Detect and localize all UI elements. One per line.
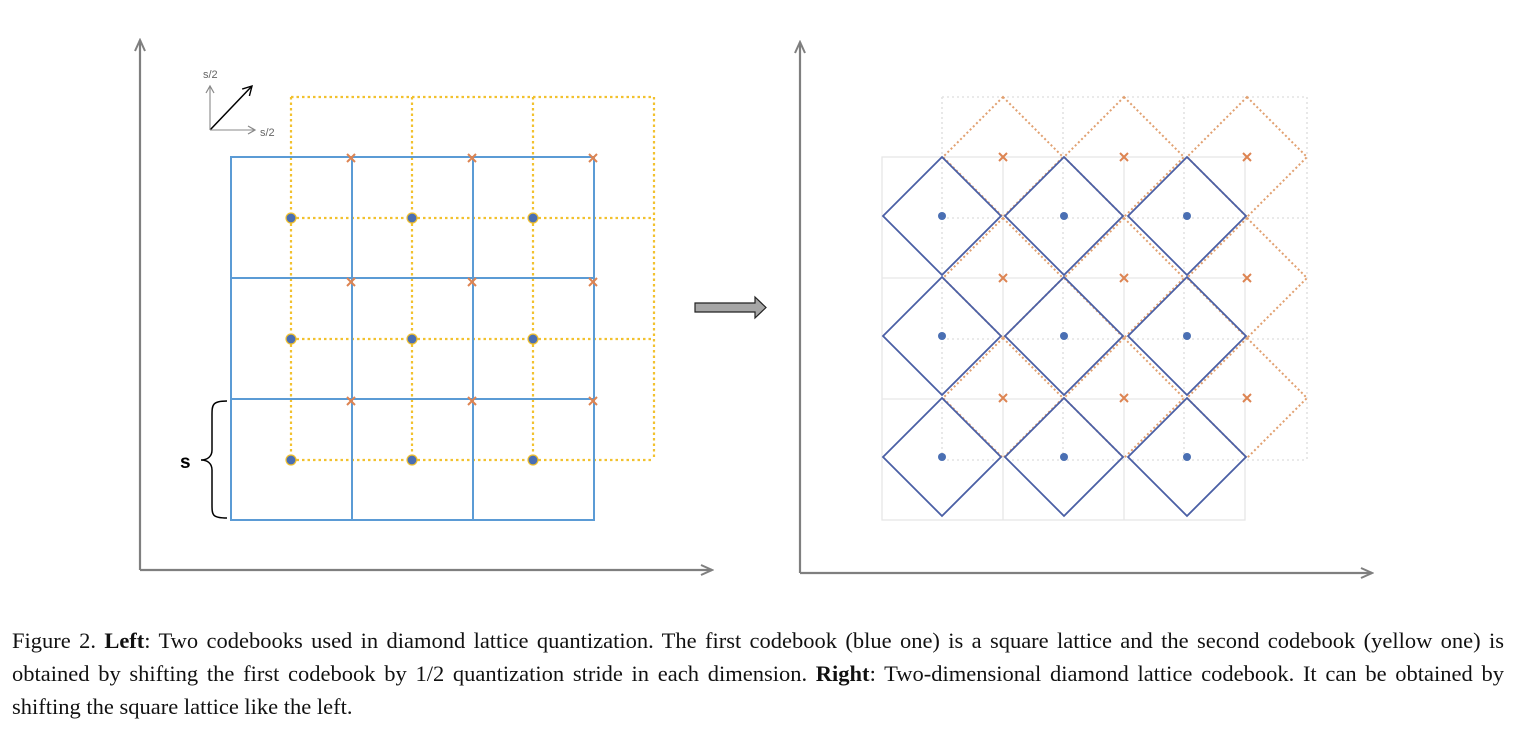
- lattice-point: [1183, 212, 1191, 220]
- cross-marker: [998, 273, 1008, 283]
- figure-caption: Figure 2. Left: Two codebooks used in di…: [12, 624, 1504, 723]
- blue-diamond: [881, 396, 1003, 518]
- cross-marker: [1242, 393, 1252, 403]
- lattice-point: [285, 454, 297, 466]
- cross-marker: [588, 396, 598, 406]
- cross-marker: [588, 153, 598, 163]
- lattice-point: [1060, 212, 1068, 220]
- half-stride-label-x: s/2: [260, 127, 275, 139]
- blue-codebook-grid: [230, 156, 595, 521]
- cross-marker: [1119, 393, 1129, 403]
- lattice-point: [938, 453, 946, 461]
- half-stride-legend: s/2 s/2: [203, 69, 275, 139]
- right-blue-points: [938, 212, 1191, 461]
- left-orange-crosses: [346, 153, 598, 406]
- stride-brace: s: [180, 400, 228, 519]
- cross-marker: [998, 393, 1008, 403]
- left-blue-points: [285, 212, 539, 466]
- lattice-point: [527, 454, 539, 466]
- cross-marker: [1119, 152, 1129, 162]
- lattice-point: [1183, 453, 1191, 461]
- lattice-point: [938, 332, 946, 340]
- blue-diamond: [1003, 396, 1125, 518]
- blue-diamond: [1126, 396, 1248, 518]
- lattice-point: [1060, 332, 1068, 340]
- lattice-point: [406, 454, 418, 466]
- stride-label: s: [180, 452, 191, 473]
- blue-diamonds: [881, 155, 1248, 518]
- lattice-point: [1183, 332, 1191, 340]
- lattice-point: [527, 333, 539, 345]
- cross-marker: [1119, 273, 1129, 283]
- caption-right-text: : Two-dimensional diamond lattice codebo…: [12, 661, 1504, 719]
- cross-marker: [346, 277, 356, 287]
- blue-diamond: [881, 275, 1003, 397]
- blue-diamond: [1003, 155, 1125, 277]
- cross-marker: [467, 277, 477, 287]
- cross-marker: [346, 396, 356, 406]
- caption-right-heading: Right: [815, 661, 870, 686]
- lattice-point: [406, 333, 418, 345]
- lattice-point: [1060, 453, 1068, 461]
- cross-marker: [467, 396, 477, 406]
- right-panel: [800, 42, 1372, 573]
- cross-marker: [588, 277, 598, 287]
- cross-marker: [346, 153, 356, 163]
- transition-arrow: [694, 295, 767, 320]
- cross-marker: [998, 152, 1008, 162]
- blue-diamond: [1126, 275, 1248, 397]
- cross-marker: [467, 153, 477, 163]
- cross-marker: [1242, 152, 1252, 162]
- lattice-point: [285, 333, 297, 345]
- right-orange-crosses: [998, 152, 1252, 403]
- half-stride-label-y: s/2: [203, 69, 218, 81]
- left-panel: s/2 s/2: [140, 40, 712, 570]
- blue-diamond: [1126, 155, 1248, 277]
- diamond-lattice-figure: s/2 s/2: [0, 0, 1530, 615]
- blue-diamond: [881, 155, 1003, 277]
- lattice-point: [527, 212, 539, 224]
- caption-left-heading: Left: [104, 628, 145, 653]
- caption-figure-label: Figure 2.: [12, 628, 96, 653]
- lattice-point: [406, 212, 418, 224]
- caption-left-text: : Two codebooks used in diamond lattice …: [12, 628, 1505, 686]
- lattice-point: [938, 212, 946, 220]
- lattice-point: [285, 212, 297, 224]
- blue-diamond: [1003, 275, 1125, 397]
- cross-marker: [1242, 273, 1252, 283]
